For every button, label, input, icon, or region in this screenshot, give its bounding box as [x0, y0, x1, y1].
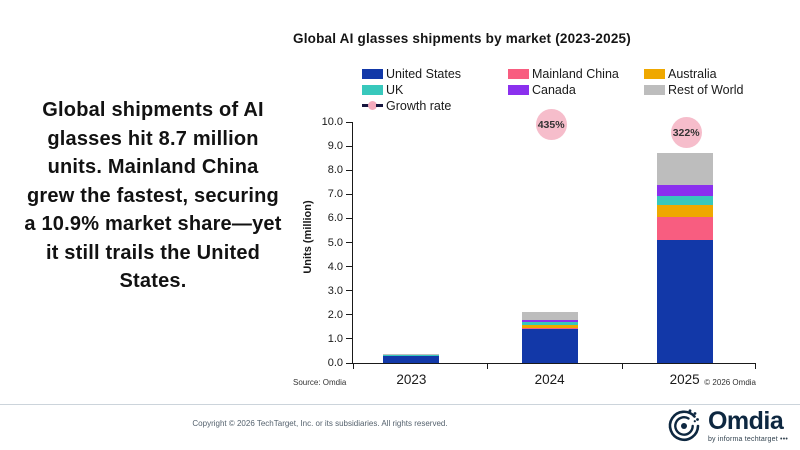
y-tick-mark — [346, 169, 352, 171]
bar-segment-rest-of-world — [656, 153, 713, 185]
x-tick-mark — [755, 364, 756, 369]
y-tick-mark — [346, 217, 352, 219]
bar-segment-canada — [521, 319, 578, 323]
bar-segment-rest-of-world — [521, 312, 578, 320]
y-tick-label: 5.0 — [327, 236, 343, 249]
bar-segment-united-states — [521, 329, 578, 363]
growth-rate-marker-icon — [362, 101, 383, 110]
y-tick-mark — [346, 121, 352, 123]
y-tick-label: 4.0 — [327, 260, 343, 273]
omdia-logo-text-wrap: Omdia by informa techtarget ••• — [707, 407, 788, 444]
bar-2024 — [521, 312, 578, 363]
footer-divider — [0, 404, 800, 405]
omdia-logo-icon — [668, 409, 700, 442]
legend-label: Growth rate — [386, 98, 452, 113]
summary-text: Global shipments of AI glasses hit 8.7 m… — [24, 99, 282, 292]
chart-legend: United States Mainland China Australia UK Ca… — [362, 66, 784, 113]
legend-item-united-states: United States — [362, 66, 508, 81]
growth-rate-bubble-2024: 435% — [535, 109, 567, 140]
x-tick-label-2025: 2025 — [669, 372, 700, 387]
legend-swatch-mainland-china — [508, 68, 529, 79]
y-tick-mark — [346, 314, 352, 316]
bar-segment-canada — [656, 184, 713, 196]
legend-label: Mainland China — [532, 66, 619, 81]
chart-title: Global AI glasses shipments by market (2… — [293, 31, 631, 46]
omdia-logo-subtext: by informa techtarget ••• — [707, 436, 788, 443]
y-tick-mark — [346, 145, 352, 147]
x-tick-mark — [353, 364, 354, 369]
source-note: Source: Omdia — [293, 378, 347, 387]
bar-2025 — [656, 153, 713, 363]
y-tick-mark — [346, 362, 352, 364]
y-tick-label: 3.0 — [327, 284, 343, 297]
bar-2023 — [383, 353, 440, 363]
y-tick-mark — [346, 193, 352, 195]
footer-copyright: Copyright © 2026 TechTarget, Inc. or its… — [192, 419, 448, 428]
y-tick-label: 8.0 — [327, 164, 343, 177]
bar-segment-mainland-china — [521, 328, 578, 330]
legend-item-uk: UK — [362, 82, 508, 97]
legend-swatch-canada — [508, 84, 529, 95]
legend-item-australia: Australia — [644, 66, 784, 81]
bar-segment-australia — [521, 325, 578, 329]
x-tick-label-2023: 2023 — [396, 372, 427, 387]
x-tick-mark — [487, 364, 489, 369]
legend-label: UK — [386, 82, 404, 97]
legend-swatch-united-states — [362, 68, 383, 79]
legend-label: Australia — [668, 66, 717, 81]
bar-segment-australia — [656, 205, 713, 218]
legend-item-rest-of-world: Rest of World — [644, 82, 784, 97]
bar-segment-mainland-china — [656, 217, 713, 241]
y-tick-label: 2.0 — [327, 308, 343, 321]
chart-plot-area: 0.0 1.0 2.0 3.0 4.0 5.0 6.0 7.0 8.0 9.0 10.0 2023 20… — [322, 109, 756, 387]
y-tick-mark — [346, 290, 352, 292]
legend-label: Canada — [532, 82, 576, 97]
bar-segment-uk — [521, 322, 578, 326]
legend-item-canada: Canada — [508, 82, 644, 97]
bar-segment-uk — [656, 195, 713, 206]
legend-item-mainland-china: Mainland China — [508, 66, 644, 81]
legend-item-growth-rate: Growth rate — [362, 98, 508, 113]
legend-swatch-uk — [362, 84, 383, 95]
y-tick-label: 7.0 — [327, 188, 343, 201]
legend-swatch-rest-of-world — [644, 84, 665, 95]
bar-segment-united-states — [656, 240, 713, 363]
y-tick-label: 1.0 — [327, 332, 343, 345]
y-tick-label: 9.0 — [327, 140, 343, 153]
legend-label: Rest of World — [668, 82, 744, 97]
growth-rate-bubble-2025: 322% — [670, 117, 702, 148]
y-tick-label: 6.0 — [327, 212, 343, 225]
legend-swatch-australia — [644, 68, 665, 79]
y-tick-mark — [346, 338, 352, 340]
y-tick-label: 0.0 — [327, 357, 343, 369]
omdia-logo: Omdia by informa techtarget ••• — [666, 408, 788, 444]
chart-copyright-note: © 2026 Omdia — [704, 378, 756, 387]
legend-label: United States — [386, 66, 462, 81]
y-tick-mark — [346, 266, 352, 268]
x-tick-label-2024: 2024 — [534, 372, 565, 387]
y-tick-mark — [346, 242, 352, 243]
bar-segment-rest-of-world — [383, 353, 440, 355]
x-tick-mark — [621, 364, 623, 369]
y-tick-label: 10.0 — [321, 116, 343, 128]
omdia-logo-text: Omdia — [707, 407, 784, 435]
bar-segment-united-states — [383, 356, 440, 363]
